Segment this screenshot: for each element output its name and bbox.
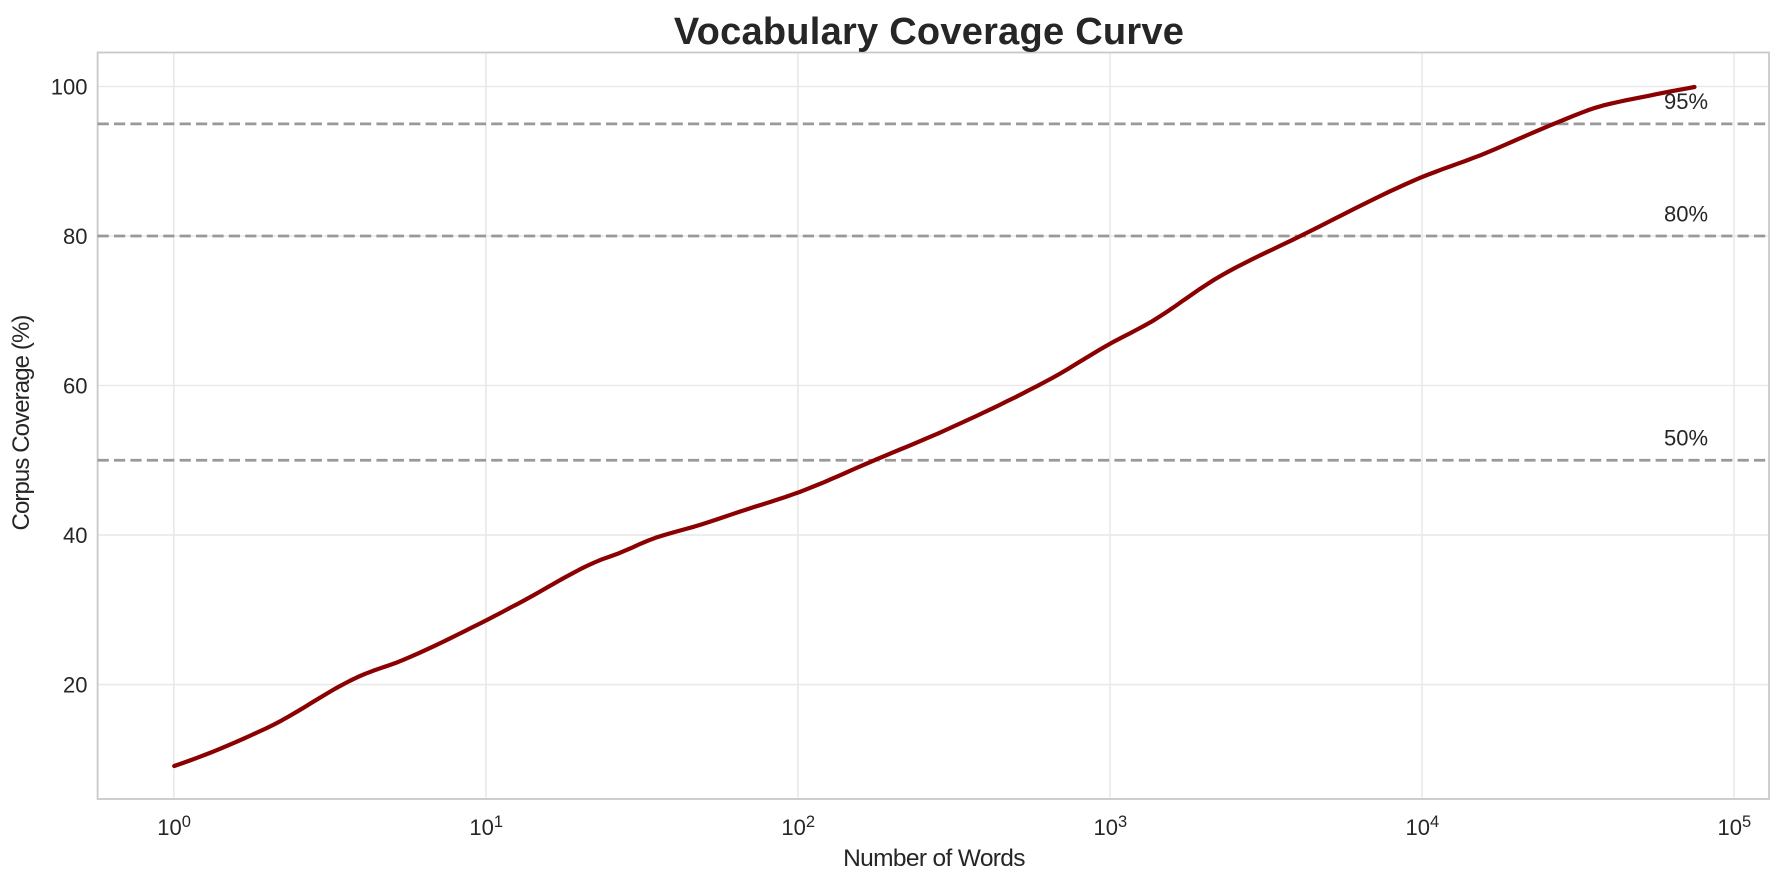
- svg-text:40: 40: [63, 523, 87, 548]
- svg-text:80: 80: [63, 224, 87, 249]
- svg-text:100: 100: [51, 75, 88, 100]
- svg-text:60: 60: [63, 374, 87, 399]
- svg-text:80%: 80%: [1664, 201, 1708, 226]
- svg-text:Corpus Coverage (%): Corpus Coverage (%): [8, 316, 35, 531]
- svg-text:95%: 95%: [1664, 89, 1708, 114]
- svg-text:Vocabulary Coverage Curve: Vocabulary Coverage Curve: [674, 11, 1184, 53]
- svg-text:50%: 50%: [1664, 426, 1708, 451]
- svg-text:Number of Words: Number of Words: [843, 845, 1025, 872]
- svg-text:105: 105: [1718, 813, 1752, 840]
- svg-text:20: 20: [63, 673, 87, 698]
